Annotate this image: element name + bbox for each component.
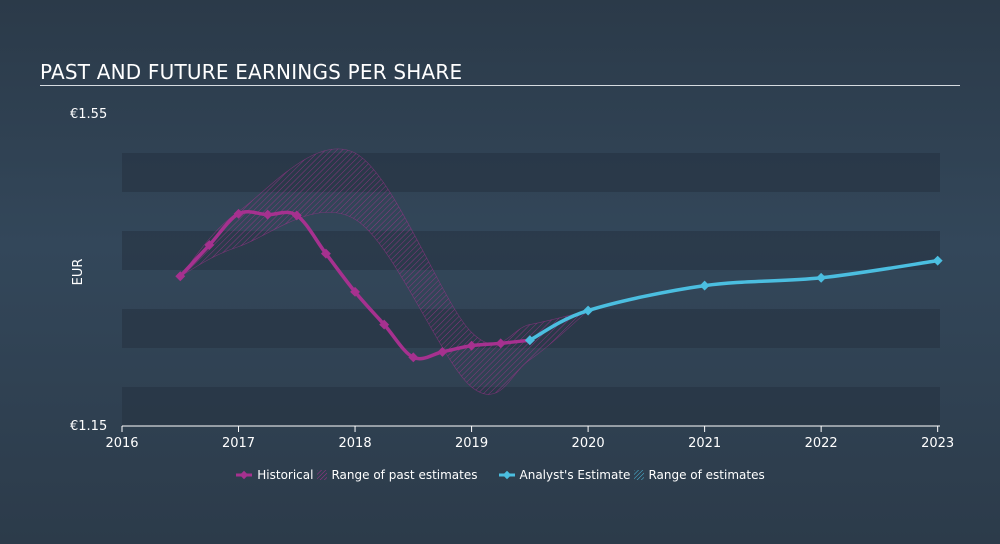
title-divider	[40, 85, 960, 86]
historical-legend-swatch	[236, 470, 253, 480]
historical-point[interactable]	[175, 271, 186, 282]
x-tick-label: 2020	[572, 436, 605, 451]
legend-analyst-estimate-label: Analyst's Estimate	[519, 468, 631, 482]
historical-point[interactable]	[291, 210, 302, 221]
historical-point[interactable]	[408, 352, 419, 363]
analyst-s-estimate-point[interactable]	[524, 335, 535, 346]
range-past-legend-swatch	[317, 470, 328, 480]
y-tick-label-top: €1.55	[70, 107, 107, 122]
grid-band	[122, 153, 940, 192]
legend-range-estimates[interactable]: Range of estimates	[634, 468, 765, 482]
y-axis-label: EUR	[71, 259, 86, 286]
analyst-estimate-legend-swatch	[498, 470, 515, 480]
x-tick-label: 2021	[688, 436, 721, 451]
x-tick-label: 2023	[921, 436, 954, 451]
analyst-s-estimate-point[interactable]	[583, 305, 594, 316]
historical-point[interactable]	[437, 346, 448, 357]
historical-point[interactable]	[233, 208, 244, 219]
x-tick-label: 2022	[805, 436, 838, 451]
historical-point[interactable]	[262, 209, 273, 220]
grid-band	[122, 387, 940, 426]
legend-range-past[interactable]: Range of past estimates	[317, 468, 478, 482]
legend-historical[interactable]: Historical	[235, 468, 313, 482]
legend-historical-label: Historical	[257, 468, 314, 482]
legend: Historical Range of past estimates Analy…	[0, 468, 1000, 482]
historical-point[interactable]	[379, 319, 390, 330]
analyst-s-estimate-point[interactable]	[699, 280, 710, 291]
series-lines	[175, 208, 943, 363]
legend-group-past: Historical Range of past estimates	[235, 468, 478, 482]
axes: 2016 2017 2018 2019 2020 2021 2022 2023 €1.55 €1.…	[70, 107, 954, 451]
background-bands	[122, 153, 940, 426]
chart-title: PAST AND FUTURE EARNINGS PER SHARE	[40, 60, 463, 84]
analyst-s-estimate-point[interactable]	[932, 255, 943, 266]
x-tick-label: 2017	[222, 436, 255, 451]
legend-range-past-label: Range of past estimates	[331, 468, 478, 482]
analyst-s-estimate-point[interactable]	[816, 272, 827, 283]
historical-point[interactable]	[204, 240, 215, 250]
range-estimates-legend-swatch	[634, 470, 645, 480]
x-tick-label: 2018	[339, 436, 372, 451]
y-tick-label-bottom: €1.15	[70, 419, 107, 434]
legend-analyst-estimate[interactable]: Analyst's Estimate	[498, 468, 631, 482]
historical-point[interactable]	[350, 286, 360, 297]
historical-point[interactable]	[495, 338, 506, 349]
legend-range-estimates-label: Range of estimates	[648, 468, 765, 482]
historical-point[interactable]	[466, 340, 477, 351]
legend-group-future: Analyst's Estimate Range of estimates	[498, 468, 765, 482]
x-tick-label: 2016	[105, 436, 138, 451]
historical-point[interactable]	[320, 248, 331, 259]
x-tick-label: 2019	[455, 436, 488, 451]
